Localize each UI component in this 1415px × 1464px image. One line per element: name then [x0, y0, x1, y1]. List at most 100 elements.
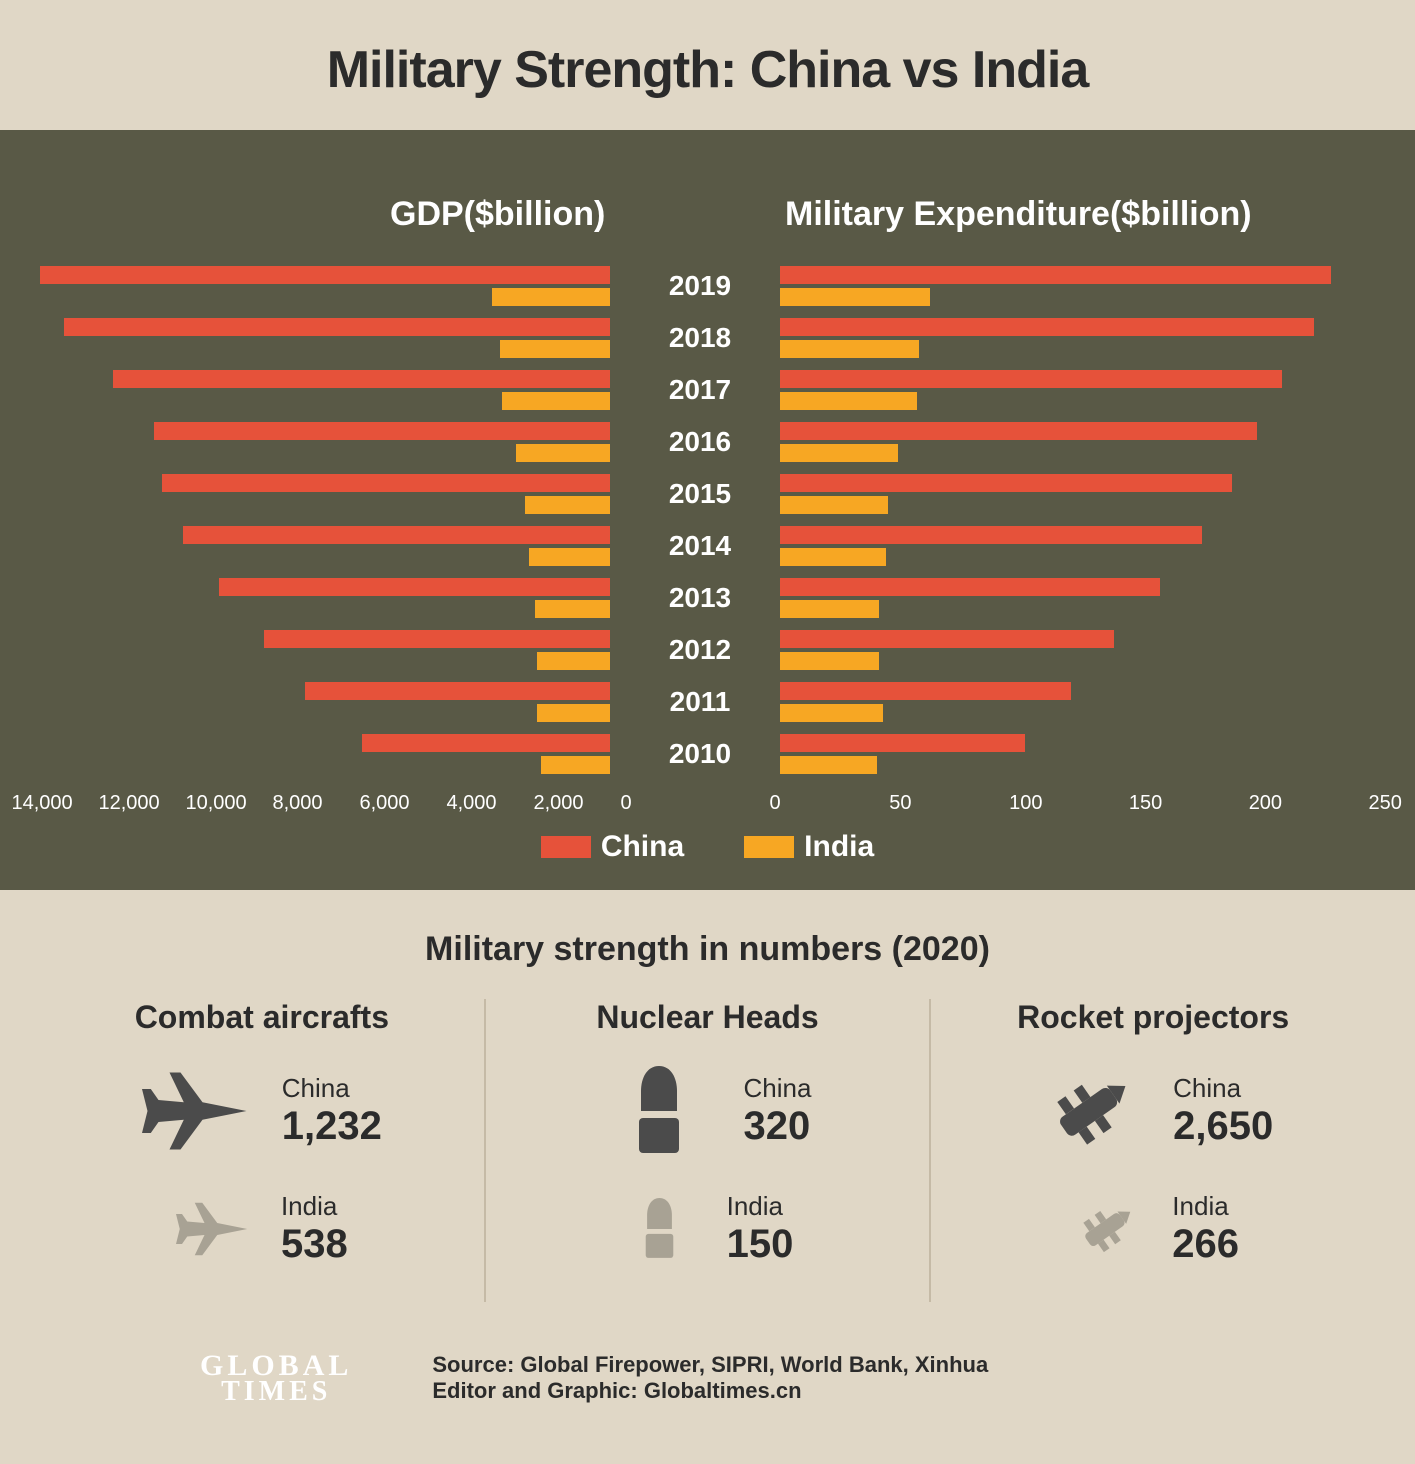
bar-row [40, 676, 610, 728]
page: Military Strength: China vs India GDP($b… [0, 0, 1415, 1464]
nuclear-icon [622, 1198, 697, 1260]
stat-country: India [727, 1191, 794, 1222]
mil-bar-india [780, 392, 917, 410]
gdp-bar-india [492, 288, 610, 306]
aircraft-icon [176, 1198, 251, 1260]
legend-india: India [744, 830, 874, 864]
gdp-bar-india [541, 756, 610, 774]
gdp-bar-india [516, 444, 610, 462]
stat-text: India 266 [1172, 1191, 1239, 1267]
mil-bar-india [780, 496, 888, 514]
bar-row [780, 260, 1350, 312]
gdp-bar-china [305, 682, 610, 700]
mil-bar-india [780, 704, 883, 722]
axis-tick: 6,000 [360, 792, 361, 815]
gdp-bar-china [183, 526, 611, 544]
aircraft-icon [176, 1198, 251, 1260]
gdp-chart-title: GDP($billion) [390, 195, 605, 234]
stat-india: India 150 [516, 1191, 900, 1267]
mil-bar-india [780, 340, 919, 358]
mil-axis: 050100150200250 [770, 792, 1370, 815]
bar-row [780, 520, 1350, 572]
axis-tick: 100 [1009, 792, 1010, 815]
stat-value: 538 [281, 1222, 348, 1267]
rocket-icon [1033, 1066, 1143, 1156]
stat-title: Nuclear Heads [596, 999, 818, 1036]
strength-title: Military strength in numbers (2020) [0, 910, 1415, 999]
year-label: 2012 [640, 624, 760, 676]
stat-country: India [281, 1191, 348, 1222]
mil-bar-india [780, 548, 886, 566]
stat-text: India 150 [727, 1191, 794, 1267]
mil-bar-china [780, 682, 1071, 700]
source-text: Source: Global Firepower, SIPRI, World B… [432, 1352, 988, 1378]
year-label: 2011 [640, 676, 760, 728]
bar-row [780, 676, 1350, 728]
gdp-bar-china [113, 370, 610, 388]
bar-row [40, 416, 610, 468]
stat-value: 320 [744, 1104, 812, 1149]
axis-tick: 0 [621, 792, 622, 815]
mil-bar-india [780, 652, 879, 670]
bar-row [40, 520, 610, 572]
logo-bot: TIMES [221, 1379, 331, 1404]
gdp-bars [40, 260, 610, 800]
mil-bar-china [780, 578, 1160, 596]
gdp-bar-china [40, 266, 610, 284]
stat-text: China 2,650 [1173, 1073, 1273, 1149]
mil-bar-china [780, 526, 1202, 544]
mil-bar-india [780, 444, 898, 462]
bar-row [780, 364, 1350, 416]
legend-china-label: China [601, 830, 684, 864]
strength-section: Military strength in numbers (2020) Comb… [0, 890, 1415, 1332]
gdp-bar-india [537, 704, 610, 722]
axis-tick: 4,000 [447, 792, 448, 815]
aircraft-icon [142, 1066, 252, 1156]
rocket-icon [1067, 1198, 1142, 1260]
year-label: 2017 [640, 364, 760, 416]
axis-tick: 2,000 [534, 792, 535, 815]
stat-country: China [744, 1073, 812, 1104]
gdp-bar-china [162, 474, 610, 492]
stat-value: 266 [1172, 1222, 1239, 1267]
mil-bar-china [780, 630, 1114, 648]
stat-india: India 538 [70, 1191, 454, 1267]
main-title: Military Strength: China vs India [0, 0, 1415, 130]
stat-text: India 538 [281, 1191, 348, 1267]
axis-tick: 50 [889, 792, 890, 815]
stat-col: Nuclear Heads China 320 India 150 [486, 999, 932, 1302]
mil-bars [780, 260, 1350, 800]
year-label: 2019 [640, 260, 760, 312]
nuclear-icon [604, 1066, 714, 1156]
axis-tick: 0 [770, 792, 771, 815]
bar-row [780, 416, 1350, 468]
legend-china: China [541, 830, 684, 864]
stat-china: China 320 [516, 1066, 900, 1156]
charts-area: GDP($billion) Military Expenditure($bill… [0, 130, 1415, 890]
year-label: 2013 [640, 572, 760, 624]
stat-country: India [1172, 1191, 1239, 1222]
gdp-bar-india [537, 652, 610, 670]
legend: China India [0, 830, 1415, 864]
mil-bar-china [780, 318, 1314, 336]
axis-tick: 200 [1249, 792, 1250, 815]
bar-row [40, 624, 610, 676]
mil-chart-title: Military Expenditure($billion) [785, 195, 1252, 234]
gdp-bar-china [154, 422, 610, 440]
year-label: 2018 [640, 312, 760, 364]
bar-row [40, 468, 610, 520]
year-label: 2014 [640, 520, 760, 572]
legend-india-label: India [804, 830, 874, 864]
gdp-bar-india [525, 496, 611, 514]
year-label: 2010 [640, 728, 760, 780]
mil-bar-china [780, 266, 1331, 284]
stat-text: China 1,232 [282, 1073, 382, 1149]
gdp-bar-india [500, 340, 610, 358]
bar-row [40, 728, 610, 780]
stat-title: Rocket projectors [1017, 999, 1289, 1036]
nuclear-icon [622, 1198, 697, 1260]
gdp-bar-china [264, 630, 610, 648]
bar-row [780, 572, 1350, 624]
gdp-bar-india [529, 548, 610, 566]
gdp-bar-india [502, 392, 610, 410]
